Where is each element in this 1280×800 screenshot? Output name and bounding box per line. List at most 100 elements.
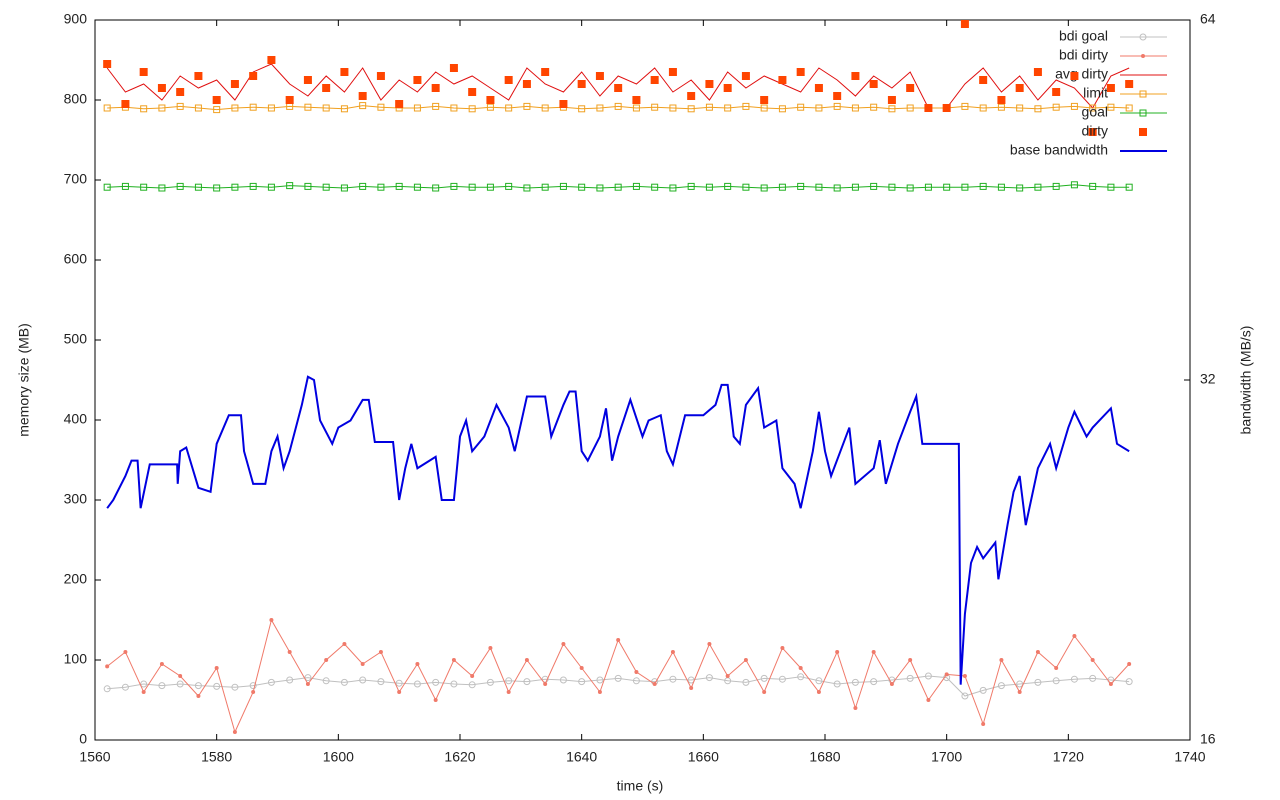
point bbox=[1034, 183, 1042, 191]
series-line bbox=[106, 618, 1130, 734]
point bbox=[377, 678, 385, 686]
y-tick-label: 700 bbox=[64, 171, 88, 187]
point bbox=[1017, 690, 1022, 694]
point bbox=[668, 68, 677, 76]
point bbox=[541, 183, 549, 191]
point bbox=[632, 104, 640, 112]
point bbox=[833, 92, 842, 100]
point bbox=[213, 682, 221, 690]
point bbox=[797, 103, 805, 111]
point bbox=[579, 666, 584, 670]
point bbox=[1052, 677, 1060, 685]
point bbox=[413, 104, 421, 112]
point bbox=[778, 105, 786, 113]
point bbox=[432, 678, 440, 686]
point bbox=[851, 72, 860, 80]
y-axis-label: memory size (MB) bbox=[16, 323, 32, 437]
legend-label: avg dirty bbox=[1055, 66, 1108, 82]
point bbox=[322, 104, 330, 112]
point bbox=[468, 105, 476, 113]
point bbox=[724, 182, 732, 190]
point bbox=[303, 76, 312, 84]
point bbox=[1035, 650, 1040, 654]
point bbox=[249, 182, 257, 190]
point bbox=[541, 104, 549, 112]
point bbox=[431, 84, 440, 92]
point bbox=[723, 84, 732, 92]
point bbox=[433, 698, 438, 702]
point bbox=[468, 681, 476, 689]
point bbox=[887, 96, 896, 104]
point bbox=[944, 672, 949, 677]
point bbox=[614, 84, 623, 92]
point bbox=[359, 676, 367, 684]
point bbox=[267, 56, 276, 64]
legend-swatch bbox=[1139, 33, 1147, 41]
point bbox=[269, 618, 274, 622]
point bbox=[1054, 666, 1059, 670]
point bbox=[869, 80, 878, 88]
point bbox=[760, 674, 768, 682]
point bbox=[1034, 105, 1042, 113]
point bbox=[103, 183, 111, 191]
point bbox=[470, 674, 475, 678]
point bbox=[304, 674, 312, 682]
point bbox=[305, 682, 310, 686]
point bbox=[415, 662, 420, 666]
point bbox=[304, 103, 312, 111]
point bbox=[979, 104, 987, 112]
y-tick-label: 300 bbox=[64, 491, 88, 507]
point bbox=[1090, 658, 1095, 662]
point bbox=[614, 102, 622, 110]
point bbox=[340, 678, 348, 686]
point bbox=[159, 662, 164, 666]
point bbox=[724, 104, 732, 112]
point bbox=[322, 677, 330, 685]
point bbox=[140, 680, 148, 688]
point bbox=[123, 650, 128, 654]
point bbox=[486, 183, 494, 191]
point bbox=[797, 182, 805, 190]
point bbox=[450, 104, 458, 112]
point bbox=[561, 642, 566, 646]
point bbox=[214, 666, 219, 670]
legend-label: base bandwidth bbox=[1010, 142, 1108, 158]
point bbox=[103, 104, 111, 112]
series-line bbox=[107, 675, 1130, 697]
point bbox=[741, 72, 750, 80]
point bbox=[651, 183, 659, 191]
point bbox=[450, 182, 458, 190]
point bbox=[231, 183, 239, 191]
point bbox=[377, 103, 385, 111]
point bbox=[926, 698, 931, 702]
point bbox=[906, 674, 914, 682]
y-tick-label: 100 bbox=[64, 651, 88, 667]
point bbox=[1052, 103, 1060, 111]
point bbox=[578, 183, 586, 191]
point bbox=[1125, 678, 1133, 686]
point bbox=[543, 682, 548, 686]
point bbox=[851, 104, 859, 112]
point bbox=[742, 678, 750, 686]
point bbox=[614, 183, 622, 191]
x-tick-label: 1620 bbox=[444, 749, 475, 765]
point bbox=[835, 650, 840, 654]
point bbox=[870, 182, 878, 190]
point bbox=[194, 104, 202, 112]
point bbox=[213, 106, 221, 114]
point bbox=[816, 690, 821, 694]
point bbox=[705, 80, 714, 88]
point bbox=[595, 72, 604, 80]
point bbox=[176, 680, 184, 688]
point bbox=[249, 103, 257, 111]
point bbox=[743, 658, 748, 662]
point bbox=[616, 638, 621, 642]
point bbox=[322, 183, 330, 191]
point bbox=[194, 682, 202, 690]
point bbox=[707, 642, 712, 646]
point bbox=[121, 182, 129, 190]
y-tick-label: 800 bbox=[64, 91, 88, 107]
point bbox=[979, 182, 987, 190]
x-tick-label: 1720 bbox=[1053, 749, 1084, 765]
point bbox=[942, 104, 951, 112]
